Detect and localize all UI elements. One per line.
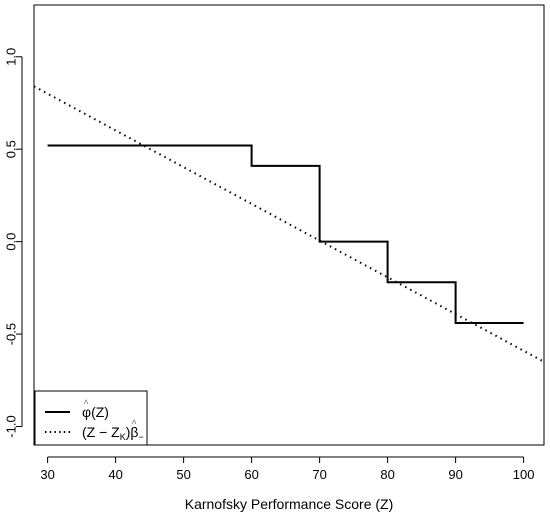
x-tick-label: 60: [244, 467, 258, 482]
legend-line-main: (Z − Z: [82, 424, 120, 440]
legend: φ(Z) ^ (Z − ZK)β− ^: [34, 390, 148, 446]
x-axis: 30 40 50 60 70 80 90 100: [40, 456, 535, 482]
legend-line-beta: β: [130, 424, 138, 440]
series-dotted-linear: [33, 85, 545, 363]
legend-phi: φ: [82, 404, 91, 420]
x-tick-label: 50: [176, 467, 190, 482]
legend-line-close: ): [126, 424, 131, 440]
legend-label-line: (Z − ZK)β−: [82, 424, 144, 442]
legend-line-sub: K: [120, 432, 126, 442]
y-tick-label: -1.0: [3, 415, 18, 437]
x-tick-label: 40: [108, 467, 122, 482]
x-tick-label: 90: [448, 467, 462, 482]
x-axis-label: Karnofsky Performance Score (Z): [185, 496, 394, 512]
series-step-phi-hat: [47, 144, 524, 324]
y-tick-label: 0.0: [3, 233, 18, 251]
y-tick-label: 1.0: [3, 48, 18, 66]
y-tick-label: -0.5: [3, 323, 18, 345]
x-tick-label: 80: [380, 467, 394, 482]
x-tick-label: 70: [312, 467, 326, 482]
legend-phi-arg: (Z): [91, 404, 109, 420]
legend-phi-hat: ^: [84, 398, 89, 408]
x-tick-label: 30: [40, 467, 54, 482]
legend-label-phi: φ(Z): [82, 404, 109, 420]
plot-frame: [33, 4, 545, 446]
y-tick-label: 0.5: [3, 140, 18, 158]
x-tick-label: 100: [513, 467, 535, 482]
series-layer: [33, 85, 545, 363]
y-axis: -1.0 -0.5 0.0 0.5 1.0: [3, 48, 23, 438]
legend-line-minus: −: [138, 432, 143, 442]
legend-beta-hat: ^: [132, 418, 137, 428]
legend-box: [34, 390, 148, 446]
